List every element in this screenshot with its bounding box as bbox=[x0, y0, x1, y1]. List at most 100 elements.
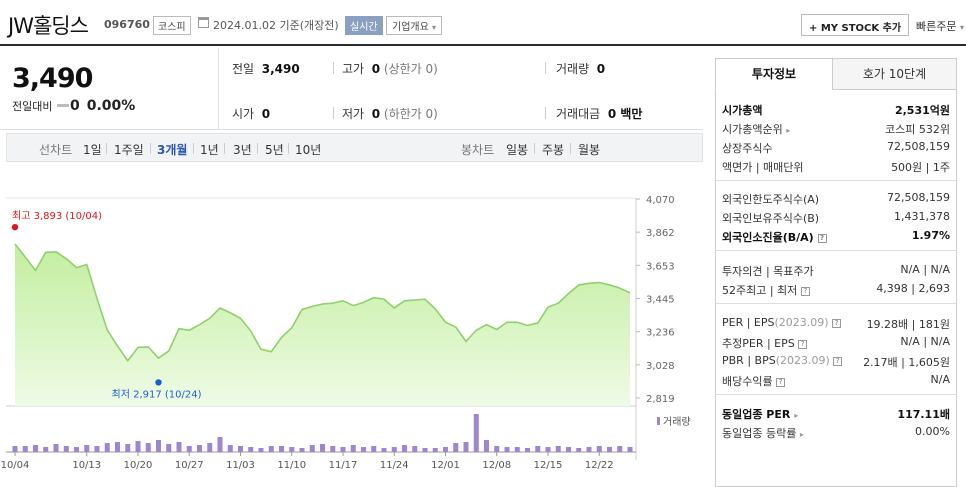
volume: 거래량 0 bbox=[556, 60, 605, 77]
help-icon[interactable]: ? bbox=[833, 357, 843, 366]
volume-bar bbox=[340, 447, 346, 452]
volume-bar bbox=[607, 447, 612, 452]
x-tick-label: 12/01 bbox=[431, 460, 460, 471]
y-tick-label: 3,028 bbox=[646, 361, 675, 372]
par-value-label: 액면가 | 매매단위 bbox=[722, 161, 804, 174]
volume-bar bbox=[473, 414, 479, 452]
lower-limit: (하한가 0) bbox=[383, 107, 438, 121]
period-1w[interactable]: 1주일 bbox=[114, 143, 144, 157]
foreign-limit-label: 외국인한도주식수(A) bbox=[722, 193, 820, 206]
quick-order-button[interactable]: 빠른주문 ▾ bbox=[916, 18, 964, 34]
period-5y[interactable]: 5년 bbox=[265, 143, 284, 157]
candle-daily[interactable]: 일봉 bbox=[506, 143, 529, 157]
pbr-value: 2.17배 | 1,605원 bbox=[863, 356, 950, 369]
x-tick-label: 11/10 bbox=[277, 460, 306, 471]
volume-bar bbox=[555, 446, 561, 452]
volume-bar bbox=[617, 446, 623, 452]
volume-bar bbox=[371, 446, 377, 452]
candle-weekly[interactable]: 주봉 bbox=[542, 143, 565, 157]
volume-bar bbox=[391, 447, 397, 452]
volume-bar bbox=[207, 443, 213, 452]
divider bbox=[333, 107, 334, 119]
divider bbox=[716, 303, 956, 304]
help-icon[interactable]: ? bbox=[798, 340, 808, 349]
volume-bar bbox=[115, 442, 120, 452]
volume-bar bbox=[381, 448, 387, 452]
candle-chart-label: 봉차트 bbox=[461, 143, 495, 157]
volume-bar bbox=[504, 447, 510, 452]
trade-amount: 거래대금 0 백만 bbox=[556, 105, 642, 122]
open-value: 0 bbox=[261, 107, 271, 121]
help-icon[interactable]: ? bbox=[800, 287, 810, 296]
x-tick-label: 12/08 bbox=[482, 460, 511, 471]
x-tick-label: 12/15 bbox=[534, 460, 563, 471]
volume-bar bbox=[453, 443, 459, 452]
volume-bar bbox=[186, 446, 192, 452]
volume-bar bbox=[627, 447, 633, 452]
help-icon[interactable]: ? bbox=[817, 234, 827, 243]
par-value-value: 500원 | 1주 bbox=[891, 161, 950, 174]
volume-bar bbox=[135, 441, 141, 452]
volume-bar bbox=[320, 444, 325, 452]
low-label: 저가 bbox=[342, 107, 365, 121]
chevron-right-icon[interactable]: ▸ bbox=[786, 126, 791, 135]
opinion-label: 투자의견 | 목표주가 bbox=[722, 265, 814, 278]
sector-per-value: 117.11배 bbox=[897, 408, 950, 421]
price-change: 전일대비 0 0.00% bbox=[12, 98, 135, 114]
period-1d[interactable]: 1일 bbox=[83, 143, 102, 157]
divider bbox=[218, 48, 219, 130]
volume-bar bbox=[84, 445, 90, 452]
divider bbox=[716, 250, 956, 251]
divider bbox=[224, 143, 225, 154]
current-price: 3,490 bbox=[12, 63, 93, 94]
foreign-hold-label: 외국인보유주식수(B) bbox=[722, 212, 820, 225]
prev-close-value: 3,490 bbox=[261, 62, 300, 76]
prev-close: 전일 3,490 bbox=[232, 60, 300, 77]
volume-bar bbox=[484, 440, 489, 452]
high-marker bbox=[11, 223, 19, 231]
volume-bar bbox=[53, 444, 59, 452]
tab-order-book[interactable]: 호가 10단계 bbox=[832, 58, 957, 90]
volume-bar bbox=[238, 446, 243, 452]
tab-investment-info[interactable]: 투자정보 bbox=[715, 58, 833, 90]
period-1y[interactable]: 1년 bbox=[200, 143, 219, 157]
corp-info-dropdown[interactable]: 기업개요 ▾ bbox=[386, 16, 443, 35]
volume-label: 거래량 bbox=[556, 62, 590, 76]
per-label: PER | EPS bbox=[722, 316, 775, 329]
candle-monthly[interactable]: 월봉 bbox=[578, 143, 601, 157]
quick-order-label: 빠른주문 bbox=[916, 20, 957, 33]
realtime-button[interactable]: 실시간 bbox=[345, 16, 383, 35]
y-tick-label: 2,819 bbox=[646, 394, 675, 405]
volume-bar bbox=[166, 444, 172, 452]
divider bbox=[150, 143, 151, 154]
x-tick-label: 12/22 bbox=[585, 460, 614, 471]
chevron-right-icon[interactable]: ▸ bbox=[799, 430, 804, 439]
my-stock-add-button[interactable]: + MY STOCK 추가 bbox=[801, 14, 910, 36]
week52-label: 52주최고 | 최저 bbox=[722, 284, 798, 297]
help-icon[interactable]: ? bbox=[832, 319, 842, 328]
calendar-icon bbox=[198, 17, 209, 28]
divider bbox=[534, 143, 535, 154]
x-tick-label: 10/13 bbox=[72, 460, 101, 471]
stock-code: 096760 bbox=[104, 18, 150, 31]
amount-label: 거래대금 bbox=[556, 107, 601, 121]
sector-rate-value: 0.00% bbox=[915, 425, 950, 438]
price-chart: 4,070 3,862 3,653 3,445 3,236 3,028 2,819 최고 3,… bbox=[1, 195, 691, 471]
per-year: (2023.09) bbox=[774, 316, 829, 329]
help-icon[interactable]: ? bbox=[776, 378, 786, 387]
volume-bar bbox=[145, 443, 151, 452]
sector-per-label: 동일업종 PER bbox=[722, 408, 791, 421]
y-tick-label: 3,445 bbox=[646, 295, 675, 306]
volume-bar bbox=[299, 448, 305, 452]
chevron-down-icon: ▾ bbox=[959, 23, 964, 32]
chevron-right-icon[interactable]: ▸ bbox=[794, 411, 799, 420]
chevron-down-icon: ▾ bbox=[432, 23, 437, 32]
open-label: 시가 bbox=[232, 107, 255, 121]
volume-bar bbox=[566, 447, 571, 452]
divider bbox=[545, 107, 546, 119]
period-10y[interactable]: 10년 bbox=[295, 143, 322, 157]
period-3y[interactable]: 3년 bbox=[233, 143, 252, 157]
divider bbox=[716, 394, 956, 395]
period-3m[interactable]: 3개월 bbox=[157, 143, 188, 157]
upper-limit: (상한가 0) bbox=[383, 62, 438, 76]
